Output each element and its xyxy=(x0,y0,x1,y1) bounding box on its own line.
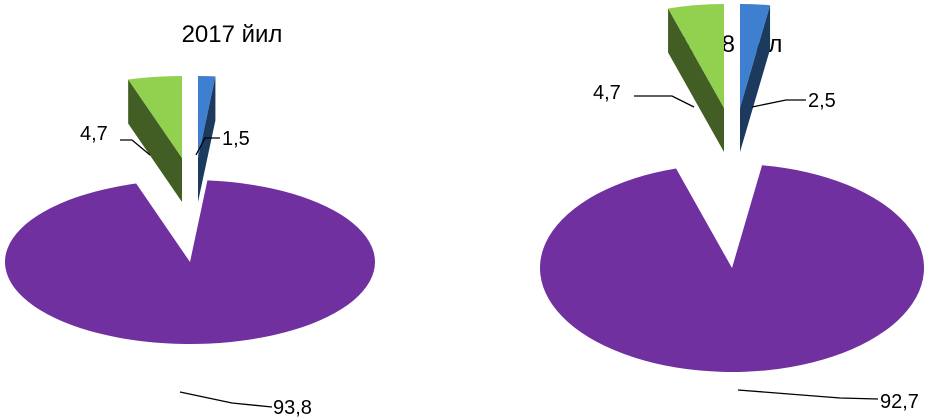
data-label-2: 1,5 xyxy=(222,128,250,150)
data-label-2: 2,5 xyxy=(808,90,836,112)
leader-line-0 xyxy=(179,391,273,408)
leader-line-0 xyxy=(737,389,879,400)
pie-slice-wall-1 xyxy=(668,8,724,153)
data-label-1: 4,7 xyxy=(80,123,108,145)
pie-slice-top-1 xyxy=(128,76,182,158)
leader-line-2 xyxy=(195,137,220,156)
data-label-0: 93,8 xyxy=(273,397,312,419)
pie-slice-wall-2 xyxy=(198,76,216,202)
chart-title-2017: 2017 йил xyxy=(182,21,283,48)
pie-slice-top-2 xyxy=(740,4,771,108)
pie-slice-1 xyxy=(128,76,182,202)
pie-slice-wall-2 xyxy=(740,5,771,152)
pie-slice-top-2 xyxy=(198,76,216,158)
data-label-1: 4,7 xyxy=(593,82,621,104)
pie-slice-0 xyxy=(539,165,924,372)
leader-line-1 xyxy=(634,95,695,108)
pie-slice-0 xyxy=(4,180,375,344)
pie-slice-top-0 xyxy=(539,165,924,372)
pie-chart-2017: 2017 йил 93,8 4,7 1,5 xyxy=(4,21,375,419)
pie-slice-top-0 xyxy=(4,180,375,344)
pie-slice-2 xyxy=(740,4,771,152)
pie-slice-wall-1 xyxy=(128,79,182,202)
data-label-0: 92,7 xyxy=(880,391,919,413)
leader-line-2 xyxy=(751,99,806,108)
pie-slice-2 xyxy=(198,76,216,202)
leader-line-1 xyxy=(120,139,151,156)
pie-chart-2018: 2018 йил 92,74,7 2,5 xyxy=(539,4,924,413)
pie-slice-top-1 xyxy=(668,4,724,108)
pie-slice-1 xyxy=(668,4,724,153)
